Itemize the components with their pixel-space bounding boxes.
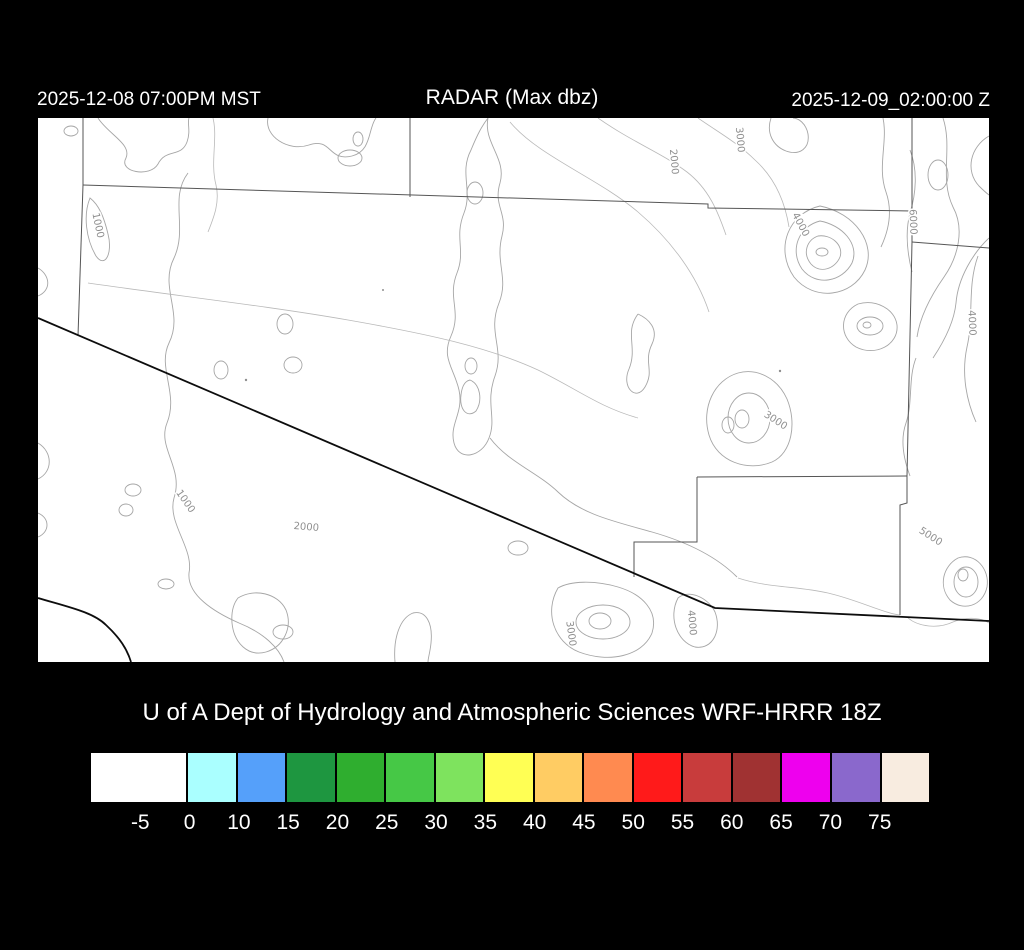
colorbar-segment — [683, 753, 731, 802]
state-border — [38, 317, 989, 662]
colorbar-segment — [91, 753, 187, 802]
colorbar-segment — [435, 753, 484, 802]
colorbar-segment — [336, 753, 385, 802]
colorbar-tick-label: 75 — [868, 811, 892, 834]
colorbar-tick-label: 40 — [522, 811, 547, 834]
colorbar-tick-label: 25 — [375, 811, 399, 834]
contour-elevation-label: 1000 — [89, 212, 105, 239]
colorbar-segment — [386, 753, 434, 802]
contour-elevation-label: 4000 — [966, 310, 978, 336]
terrain-contour-lines — [38, 118, 989, 662]
colorbar-tick-label: 10 — [227, 811, 251, 834]
colorbar-tick-label: 15 — [276, 811, 300, 834]
colorbar-tick-label: 60 — [720, 811, 744, 834]
valid-time-utc: 2025-12-09_02:00:00 Z — [791, 90, 990, 111]
colorbar-tick-label: 20 — [325, 811, 350, 834]
colorbar-segment — [881, 753, 930, 802]
colorbar-segment — [782, 753, 830, 802]
colorbar-segment — [485, 753, 533, 802]
colorbar-segment — [534, 753, 583, 802]
contour-labels: 1000 2000 3000 4000 6000 4000 3000 1000 2000 5000… — [88, 125, 979, 648]
colorbar-segment — [633, 753, 682, 802]
figure-title: RADAR (Max dbz) — [425, 86, 599, 109]
colorbar-tick-label: 50 — [621, 811, 645, 834]
radar-map: 1000 2000 3000 4000 6000 4000 3000 1000 2000 5000… — [38, 118, 989, 662]
valid-time-local: 2025-12-08 07:00PM MST — [37, 89, 261, 110]
colorbar-tick-label: 35 — [473, 811, 498, 834]
colorbar-segment — [831, 753, 880, 802]
contour-elevation-label: 2000 — [293, 521, 319, 534]
contour-elevation-label: 1000 — [173, 488, 197, 515]
contour-elevation-label: 5000 — [917, 525, 944, 548]
colorbar-tick-label: 0 — [183, 811, 196, 834]
contour-elevation-label: 2000 — [667, 149, 680, 175]
colorbar-tick-label: -5 — [130, 811, 150, 834]
colorbar-tick-labels: -5 0 10 15 20 25 30 35 40 45 50 55 60 65 70 75 — [91, 811, 929, 839]
contour-elevation-label: 4000 — [685, 610, 698, 636]
colorbar-tick-label: 70 — [818, 811, 843, 834]
county-boundaries — [77, 118, 989, 615]
colorbar-tick-label: 55 — [670, 811, 695, 834]
colorbar — [91, 753, 930, 802]
colorbar-tick-label: 65 — [769, 811, 793, 834]
colorbar-tick-label: 45 — [572, 811, 596, 834]
colorbar-segment — [188, 753, 236, 802]
colorbar-segment — [287, 753, 335, 802]
colorbar-segment — [237, 753, 286, 802]
colorbar-segment — [732, 753, 781, 802]
colorbar-tick-label: 30 — [424, 811, 448, 834]
caption: U of A Dept of Hydrology and Atmospheric… — [142, 699, 882, 726]
contour-elevation-label: 6000 — [907, 209, 919, 235]
colorbar-segment — [584, 753, 632, 802]
contour-elevation-label: 3000 — [733, 127, 746, 153]
radar-map-canvas: 1000 2000 3000 4000 6000 4000 3000 1000 2000 5000… — [38, 118, 989, 662]
contour-elevation-label: 3000 — [762, 409, 789, 432]
contour-elevation-label: 3000 — [563, 620, 577, 647]
